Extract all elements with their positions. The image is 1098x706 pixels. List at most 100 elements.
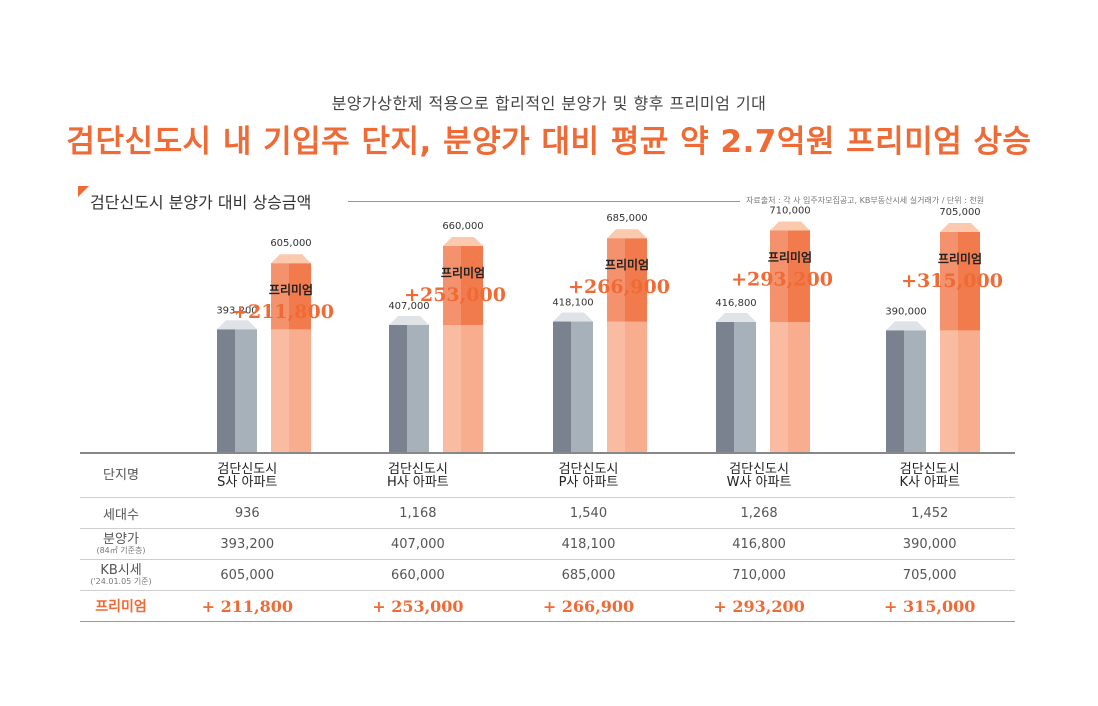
row-header-kb-label: KB시세: [100, 562, 142, 578]
premium-value: +293,200: [731, 268, 833, 290]
table-cell: 1,168: [332, 497, 504, 529]
header-subtitle: 분양가상한제 적용으로 합리적인 분양가 및 향후 프리미엄 기대: [331, 94, 767, 113]
premium-value: +315,000: [901, 270, 1003, 292]
sale-bar-side: [886, 330, 904, 452]
premium-band: [940, 232, 980, 331]
table-row-price: 분양가 (84㎡ 기준층) 393,200 407,000 418,100 416…: [80, 528, 1015, 560]
table-cell: 검단신도시 W사 아파트: [673, 453, 845, 498]
kb-bar-side: [770, 230, 788, 452]
complex-name: K사 아파트: [899, 474, 960, 490]
sale-bar-top: [553, 312, 593, 322]
header-title: 검단신도시 내 기입주 단지, 분양가 대비 평균 약 2.7억원 프리미엄 상…: [66, 124, 1032, 160]
table-cell: 660,000: [332, 559, 504, 591]
complex-city: 검단신도시: [899, 461, 960, 477]
table-cell-premium: + 315,000: [844, 590, 1015, 622]
premium-label: 프리미엄: [938, 251, 982, 266]
row-header-price: 분양가 (84㎡ 기준층): [80, 528, 162, 560]
kb-bar-top: [443, 237, 483, 247]
premium-label: 프리미엄: [768, 249, 812, 264]
complex-city: 검단신도시: [387, 461, 448, 477]
kb-bar-top: [770, 221, 810, 231]
table-row-kb: KB시세 ('24.01.05 기준) 605,000 660,000 685,0…: [80, 559, 1015, 591]
kb-value-label: 605,000: [270, 238, 311, 249]
complex-city: 검단신도시: [217, 461, 278, 477]
kb-value-label: 705,000: [939, 207, 980, 218]
sale-value-label: 416,800: [715, 298, 756, 309]
table-cell: 검단신도시 P사 아파트: [503, 453, 674, 498]
row-header-premium: 프리미엄: [80, 590, 162, 622]
kb-value-label: 710,000: [769, 205, 810, 216]
section-title: 검단신도시 분양가 대비 상승금액: [90, 193, 312, 212]
premium-band: [607, 238, 647, 322]
row-header-price-note: (84㎡ 기준층): [96, 545, 146, 555]
table-cell: 418,100: [503, 528, 674, 560]
table-cell: 936: [162, 497, 333, 529]
table-cell: 390,000: [844, 528, 1015, 560]
table-cell: 검단신도시 K사 아파트: [844, 453, 1015, 498]
table-cell: 검단신도시 H사 아파트: [332, 453, 504, 498]
kb-value-label: 685,000: [606, 213, 647, 224]
complex-city: 검단신도시: [729, 461, 789, 477]
kb-bar-top: [607, 229, 647, 239]
section-divider: [348, 201, 740, 202]
table-row-name: 단지명 검단신도시 S사 아파트 검단신도시 H사 아파트 검단신도시 P사 아파트 …: [80, 453, 1015, 498]
table-cell: 1,540: [503, 497, 674, 529]
table-cell: 407,000: [332, 528, 504, 560]
table-cell: 605,000: [162, 559, 333, 591]
premium-value: +266,900: [568, 276, 670, 298]
sale-value-label: 418,100: [552, 298, 593, 309]
table-cell-premium: + 211,800: [162, 590, 333, 622]
sale-bar-side: [716, 321, 734, 452]
table-cell-premium: + 293,200: [673, 590, 845, 622]
table-cell-premium: + 266,900: [503, 590, 674, 622]
premium-label: 프리미엄: [269, 282, 313, 297]
sale-bar: [407, 324, 429, 452]
sale-value-label: 390,000: [885, 306, 926, 317]
premium-band: [271, 263, 311, 330]
section-marker: [78, 186, 89, 197]
row-header-name: 단지명: [80, 453, 162, 498]
complex-name: W사 아파트: [726, 474, 792, 490]
sale-bar-top: [716, 312, 756, 322]
row-header-kb: KB시세 ('24.01.05 기준): [80, 559, 162, 591]
table-cell: 416,800: [673, 528, 845, 560]
complex-city: 검단신도시: [558, 461, 619, 477]
premium-band: [443, 246, 483, 325]
table-cell: 393,200: [162, 528, 333, 560]
table-cell: 685,000: [503, 559, 674, 591]
sale-bar: [734, 321, 756, 452]
kb-bar-side: [940, 232, 958, 452]
complex-name: H사 아파트: [387, 474, 449, 490]
premium-value: +253,000: [404, 284, 506, 306]
sale-value-label: 407,000: [388, 301, 429, 312]
table-cell: 1,452: [844, 497, 1015, 529]
sale-bar: [571, 321, 593, 452]
kb-bar-top: [271, 254, 311, 264]
sale-bar-top: [389, 315, 429, 325]
sale-bar: [904, 330, 926, 452]
table-row-households: 세대수 936 1,168 1,540 1,268 1,452: [80, 497, 1015, 529]
sale-value-label: 393,200: [216, 305, 257, 316]
bar-chart: 393,200 605,000 프리미엄 +211,800 407,000 660,000…: [216, 205, 1003, 452]
table-cell: 705,000: [844, 559, 1015, 591]
row-header-households: 세대수: [80, 497, 162, 529]
sale-bar-side: [217, 329, 235, 452]
complex-name: S사 아파트: [217, 474, 278, 490]
kb-bar-top: [940, 223, 980, 232]
sale-bar-top: [217, 320, 257, 330]
complex-name: P사 아파트: [558, 474, 619, 490]
sale-bar-top: [886, 321, 926, 331]
kb-bar-side: [271, 263, 289, 452]
table-cell: 검단신도시 S사 아파트: [162, 453, 333, 498]
kb-value-label: 660,000: [442, 221, 483, 232]
premium-label: 프리미엄: [441, 265, 485, 280]
premium-band: [770, 230, 810, 322]
premium-value: +211,800: [232, 301, 334, 323]
table-cell: 710,000: [673, 559, 845, 591]
kb-bar-side: [443, 246, 461, 452]
premium-label: 프리미엄: [605, 257, 649, 272]
kb-bar-side: [607, 238, 625, 452]
table-cell-premium: + 253,000: [332, 590, 504, 622]
table-row-premium: 프리미엄 + 211,800 + 253,000 + 266,900 + 293…: [80, 590, 1015, 622]
comparison-table: 단지명 검단신도시 S사 아파트 검단신도시 H사 아파트 검단신도시 P사 아파트 …: [80, 452, 1015, 622]
